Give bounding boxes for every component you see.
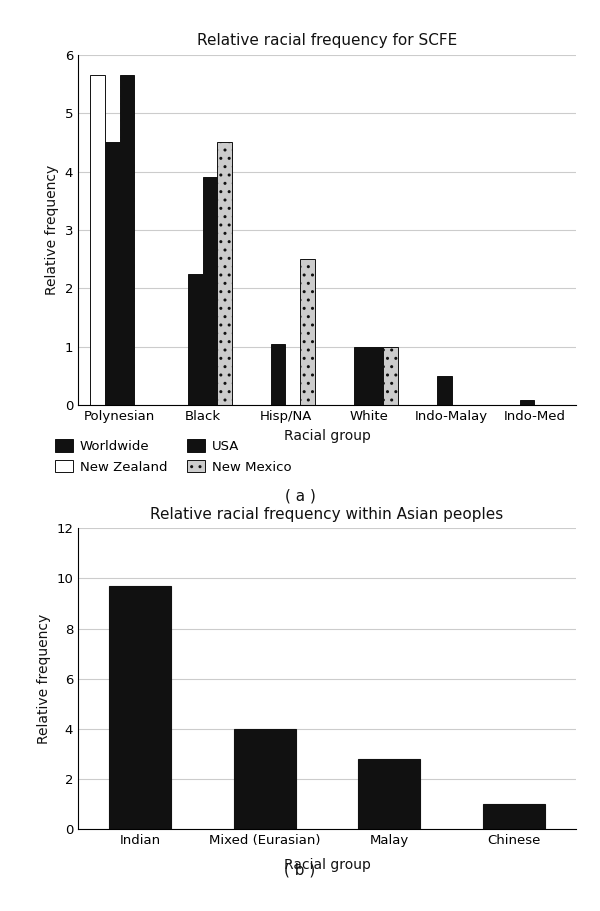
X-axis label: Racial group: Racial group	[284, 429, 370, 443]
Bar	[119, 75, 134, 405]
Bar	[301, 260, 316, 405]
Bar	[358, 759, 421, 829]
Bar	[203, 178, 217, 405]
X-axis label: Racial group: Racial group	[284, 858, 370, 872]
Y-axis label: Relative frequency: Relative frequency	[45, 165, 59, 295]
Bar	[233, 729, 296, 829]
Bar	[271, 344, 286, 405]
Bar	[188, 274, 203, 405]
Bar	[383, 347, 398, 405]
Text: ( a ): ( a )	[284, 489, 316, 504]
Bar	[217, 142, 232, 405]
Bar	[109, 586, 172, 829]
Y-axis label: Relative frequency: Relative frequency	[37, 614, 50, 743]
Bar	[520, 400, 535, 405]
Bar	[353, 347, 368, 405]
Bar	[437, 376, 452, 405]
Bar	[89, 75, 104, 405]
Title: Relative racial frequency for SCFE: Relative racial frequency for SCFE	[197, 33, 457, 48]
Bar	[482, 804, 545, 829]
Text: ( b ): ( b )	[284, 863, 316, 877]
Legend: Worldwide, New Zealand, USA, New Mexico: Worldwide, New Zealand, USA, New Mexico	[55, 439, 292, 474]
Bar	[368, 347, 383, 405]
Bar	[104, 142, 119, 405]
Title: Relative racial frequency within Asian peoples: Relative racial frequency within Asian p…	[151, 507, 503, 522]
